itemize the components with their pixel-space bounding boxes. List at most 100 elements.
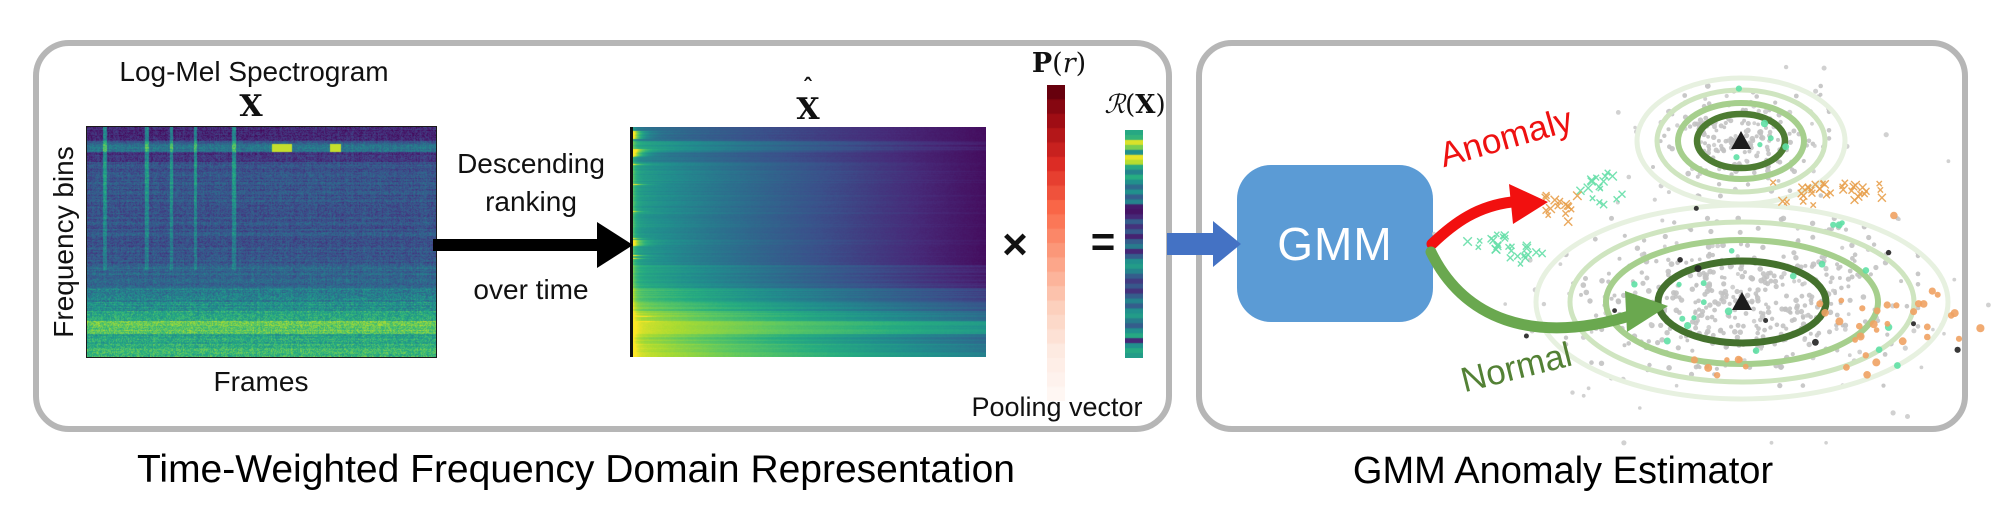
scatter-dot	[1723, 120, 1728, 126]
scatter-cross	[1554, 202, 1562, 210]
scatter-dot	[1684, 322, 1692, 330]
scatter-dot	[1830, 221, 1837, 228]
sorted-spectrogram-canvas	[630, 127, 986, 357]
scatter-dot	[1639, 270, 1645, 275]
normal-arrow-head	[1625, 291, 1668, 332]
scatter-dot	[1690, 258, 1694, 262]
scatter-dot	[1660, 218, 1665, 223]
scatter-cross	[1877, 186, 1884, 194]
scatter-dot	[1586, 386, 1591, 391]
scatter-dot	[1706, 325, 1712, 330]
scatter-dot	[1648, 322, 1654, 327]
scatter-dot	[1737, 229, 1743, 235]
scatter-dot	[1846, 312, 1851, 317]
scatter-dot	[1704, 305, 1709, 310]
pr-p: P	[1031, 48, 1053, 79]
scatter-dot	[1712, 307, 1717, 313]
scatter-dot	[1752, 170, 1757, 176]
scatter-dot	[1713, 372, 1721, 379]
scatter-dot	[1694, 265, 1702, 273]
scatter-dot	[1743, 311, 1749, 316]
pr-r: r	[1062, 48, 1076, 79]
scatter-dot	[1835, 317, 1844, 326]
scatter-dot	[1847, 268, 1853, 274]
scatter-dot	[1587, 298, 1593, 304]
scatter-dot	[1689, 286, 1696, 292]
scatter-dot	[1690, 348, 1695, 353]
scatter-dot	[1742, 363, 1749, 370]
scatter-dot	[1766, 305, 1771, 310]
scatter-dot	[1810, 261, 1817, 268]
scatter-dot	[1706, 282, 1713, 289]
scatter-dot	[1816, 330, 1822, 336]
pr-close: )	[1075, 48, 1087, 79]
cluster-scatter	[1432, 64, 1991, 446]
scatter-dot	[1694, 282, 1699, 288]
scatter-dot	[1852, 252, 1858, 257]
scatter-dot	[1839, 220, 1845, 226]
scatter-dot	[1802, 303, 1808, 308]
scatter-dot	[1842, 327, 1848, 332]
scatter-dot	[1728, 248, 1735, 254]
scatter-dot	[1730, 264, 1734, 268]
scatter-dot	[1789, 272, 1797, 280]
rx-open: (	[1125, 90, 1136, 120]
scatter-dot	[1781, 254, 1786, 259]
left-caption: Time-Weighted Frequency Domain Represent…	[137, 448, 1015, 491]
scatter-dot	[1928, 287, 1936, 295]
scatter-cross	[1513, 252, 1522, 261]
scatter-dot	[1706, 143, 1712, 149]
scatter-dot	[1818, 260, 1826, 268]
scatter-cross	[1769, 179, 1777, 186]
scatter-dot	[1666, 257, 1671, 262]
scatter-dot	[1873, 327, 1880, 333]
scatter-dot	[1763, 318, 1769, 323]
scatter-dot	[1612, 293, 1617, 298]
scatter-cross	[1475, 244, 1482, 251]
scatter-dot	[1754, 294, 1759, 298]
scatter-dot	[1915, 271, 1921, 277]
scatter-dot	[1883, 132, 1889, 138]
scatter-dot	[1705, 315, 1710, 321]
scatter-dot	[1760, 244, 1766, 251]
scatter-dot	[1715, 243, 1721, 249]
scatter-dot	[1806, 138, 1812, 144]
anomaly-arrow-head	[1509, 184, 1548, 224]
scatter-dot	[1802, 281, 1807, 286]
scatter-dot	[1824, 272, 1829, 277]
scatter-cross	[1848, 187, 1856, 195]
scatter-dot	[1824, 441, 1828, 445]
scatter-dot	[1745, 182, 1751, 187]
scatter-dot	[1647, 362, 1652, 368]
scatter-dot	[1760, 334, 1766, 339]
scatter-dot	[1718, 290, 1723, 295]
scatter-cross	[1618, 190, 1626, 199]
scatter-dot	[1719, 297, 1723, 302]
scatter-dot	[1644, 275, 1650, 281]
scatter-dot	[1762, 279, 1768, 285]
scatter-dot	[1704, 83, 1711, 89]
scatter-dot	[1826, 136, 1832, 141]
scatter-dot	[1705, 243, 1712, 250]
rx-script-r: ℛ	[1104, 90, 1126, 120]
scatter-dot	[1862, 352, 1870, 359]
scatter-dot	[1756, 150, 1760, 155]
scatter-dot	[1808, 297, 1814, 303]
scatter-dot	[1755, 298, 1761, 304]
scatter-cross	[1506, 253, 1515, 262]
scatter-dot	[1764, 302, 1768, 307]
scatter-dot	[1685, 170, 1691, 177]
spectrogram-title: Log-Mel Spectrogram	[119, 56, 389, 87]
scatter-dot	[1716, 149, 1720, 154]
scatter-dot	[1946, 159, 1951, 164]
scatter-dot	[1873, 264, 1879, 271]
scatter-dot	[1724, 93, 1729, 99]
scatter-dot	[1674, 241, 1679, 246]
scatter-dot	[1803, 263, 1808, 268]
ranking-text-2: ranking	[485, 186, 577, 217]
scatter-dot	[1704, 363, 1713, 372]
scatter-dot	[1826, 128, 1832, 133]
scatter-cross	[1493, 231, 1500, 238]
scatter-dot	[1766, 151, 1771, 157]
scatter-dot	[1735, 322, 1741, 328]
